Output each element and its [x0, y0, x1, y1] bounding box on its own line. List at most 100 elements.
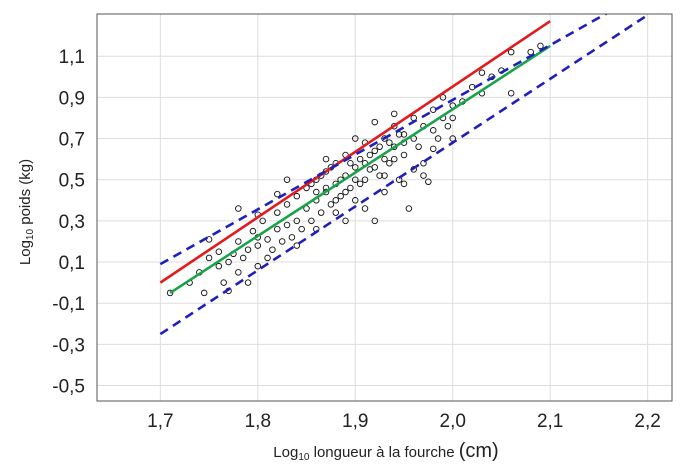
data-point [239, 254, 247, 262]
data-point [507, 48, 515, 56]
data-point [283, 201, 291, 208]
data-point [366, 151, 374, 159]
data-point [478, 69, 486, 76]
data-point [415, 143, 422, 151]
data-point [381, 188, 388, 196]
x-axis-title-unit: (cm) [459, 440, 499, 462]
dashed-line [159, 14, 649, 336]
y-tick-label: 0,9 [59, 88, 85, 109]
data-point [395, 131, 403, 138]
data-point [410, 166, 417, 173]
data-point [215, 248, 223, 256]
data-point [429, 145, 437, 153]
data-point [235, 269, 242, 276]
data-point [390, 110, 398, 118]
data-point [405, 205, 413, 212]
data-point [386, 159, 393, 167]
data-point [371, 118, 379, 126]
data-point [332, 197, 340, 204]
y-tick-label: -0,5 [52, 377, 85, 398]
data-point [342, 188, 349, 196]
data-point [361, 205, 369, 212]
data-point [381, 155, 388, 163]
data-point [293, 192, 301, 200]
data-point [283, 221, 291, 229]
x-tick-label: 2,0 [440, 411, 466, 432]
x-tick-label: 1,9 [342, 411, 368, 432]
data-point [347, 159, 354, 167]
data-point [400, 131, 408, 138]
data-point [400, 151, 408, 159]
y-axis-title-prefix: Log [17, 240, 34, 265]
data-point [352, 197, 359, 204]
data-point [313, 188, 320, 196]
y-tick-label: -0,1 [52, 294, 85, 315]
data-point [322, 155, 330, 163]
plot-frame [96, 13, 673, 402]
y-tick-label: 0,5 [59, 171, 85, 192]
y-tick-labels: 1,1 0,9 0,7 0,5 0,3 0,1 -0,1 -0,3 -0,5 [52, 47, 85, 397]
data-point [205, 254, 213, 262]
data-point [327, 201, 335, 208]
data-point [249, 227, 257, 235]
data-point [264, 254, 271, 262]
y-tick-label: -0,3 [52, 335, 85, 356]
x-tick-label: 2,2 [634, 411, 660, 432]
data-point [235, 238, 242, 245]
data-point [537, 42, 544, 50]
x-axis-title-sub: 10 [298, 452, 310, 463]
data-point [352, 164, 359, 171]
data-point [371, 164, 379, 171]
data-point [434, 135, 442, 142]
solid-line [169, 44, 551, 295]
data-point [371, 147, 379, 155]
data-point [332, 209, 340, 216]
y-tick-label: 0,7 [59, 130, 85, 151]
data-point [235, 205, 242, 212]
grid-lines [97, 14, 672, 401]
data-point [254, 242, 262, 249]
y-tick-label: 1,1 [59, 47, 85, 68]
data-point [507, 90, 515, 97]
solid-line [159, 20, 551, 284]
x-axis-title-text: longueur à la fourche [309, 444, 458, 461]
data-point [425, 178, 432, 186]
data-point [283, 176, 291, 183]
data-point [376, 143, 383, 151]
x-tick-labels: 1,7 1,8 1,9 2,0 2,1 2,2 [147, 411, 661, 432]
y-axis-title: Log10 poids (kg) [17, 159, 36, 265]
data-point [166, 289, 174, 297]
data-point [200, 289, 208, 297]
data-point [356, 180, 364, 188]
data-point [215, 262, 223, 270]
data-point [347, 184, 354, 192]
y-axis-title-sub: 10 [25, 229, 36, 241]
y-tick-label: 0,1 [59, 253, 85, 274]
x-tick-label: 1,8 [245, 411, 271, 432]
data-point [244, 246, 252, 253]
data-point [259, 217, 266, 225]
data-point [352, 135, 359, 142]
data-point [386, 139, 393, 146]
data-point [293, 242, 301, 249]
x-tick-label: 2,1 [537, 411, 563, 432]
data-point [371, 217, 379, 225]
data-point [381, 135, 388, 142]
data-point [308, 217, 315, 225]
data-point [337, 192, 344, 200]
data-point [420, 172, 427, 179]
data-point [254, 262, 262, 270]
data-point [220, 279, 227, 286]
data-point [264, 236, 271, 243]
x-axis-title: Log10 longueur à la fourche (cm) [273, 440, 498, 463]
data-point [390, 155, 398, 163]
data-point [274, 225, 281, 233]
data-point [298, 225, 305, 233]
regression-lines [159, 14, 649, 336]
y-tick-label: 0,3 [59, 212, 85, 233]
data-point [444, 122, 452, 130]
data-point [376, 172, 383, 179]
data-point [352, 176, 359, 183]
x-axis-title-prefix: Log [273, 444, 298, 461]
